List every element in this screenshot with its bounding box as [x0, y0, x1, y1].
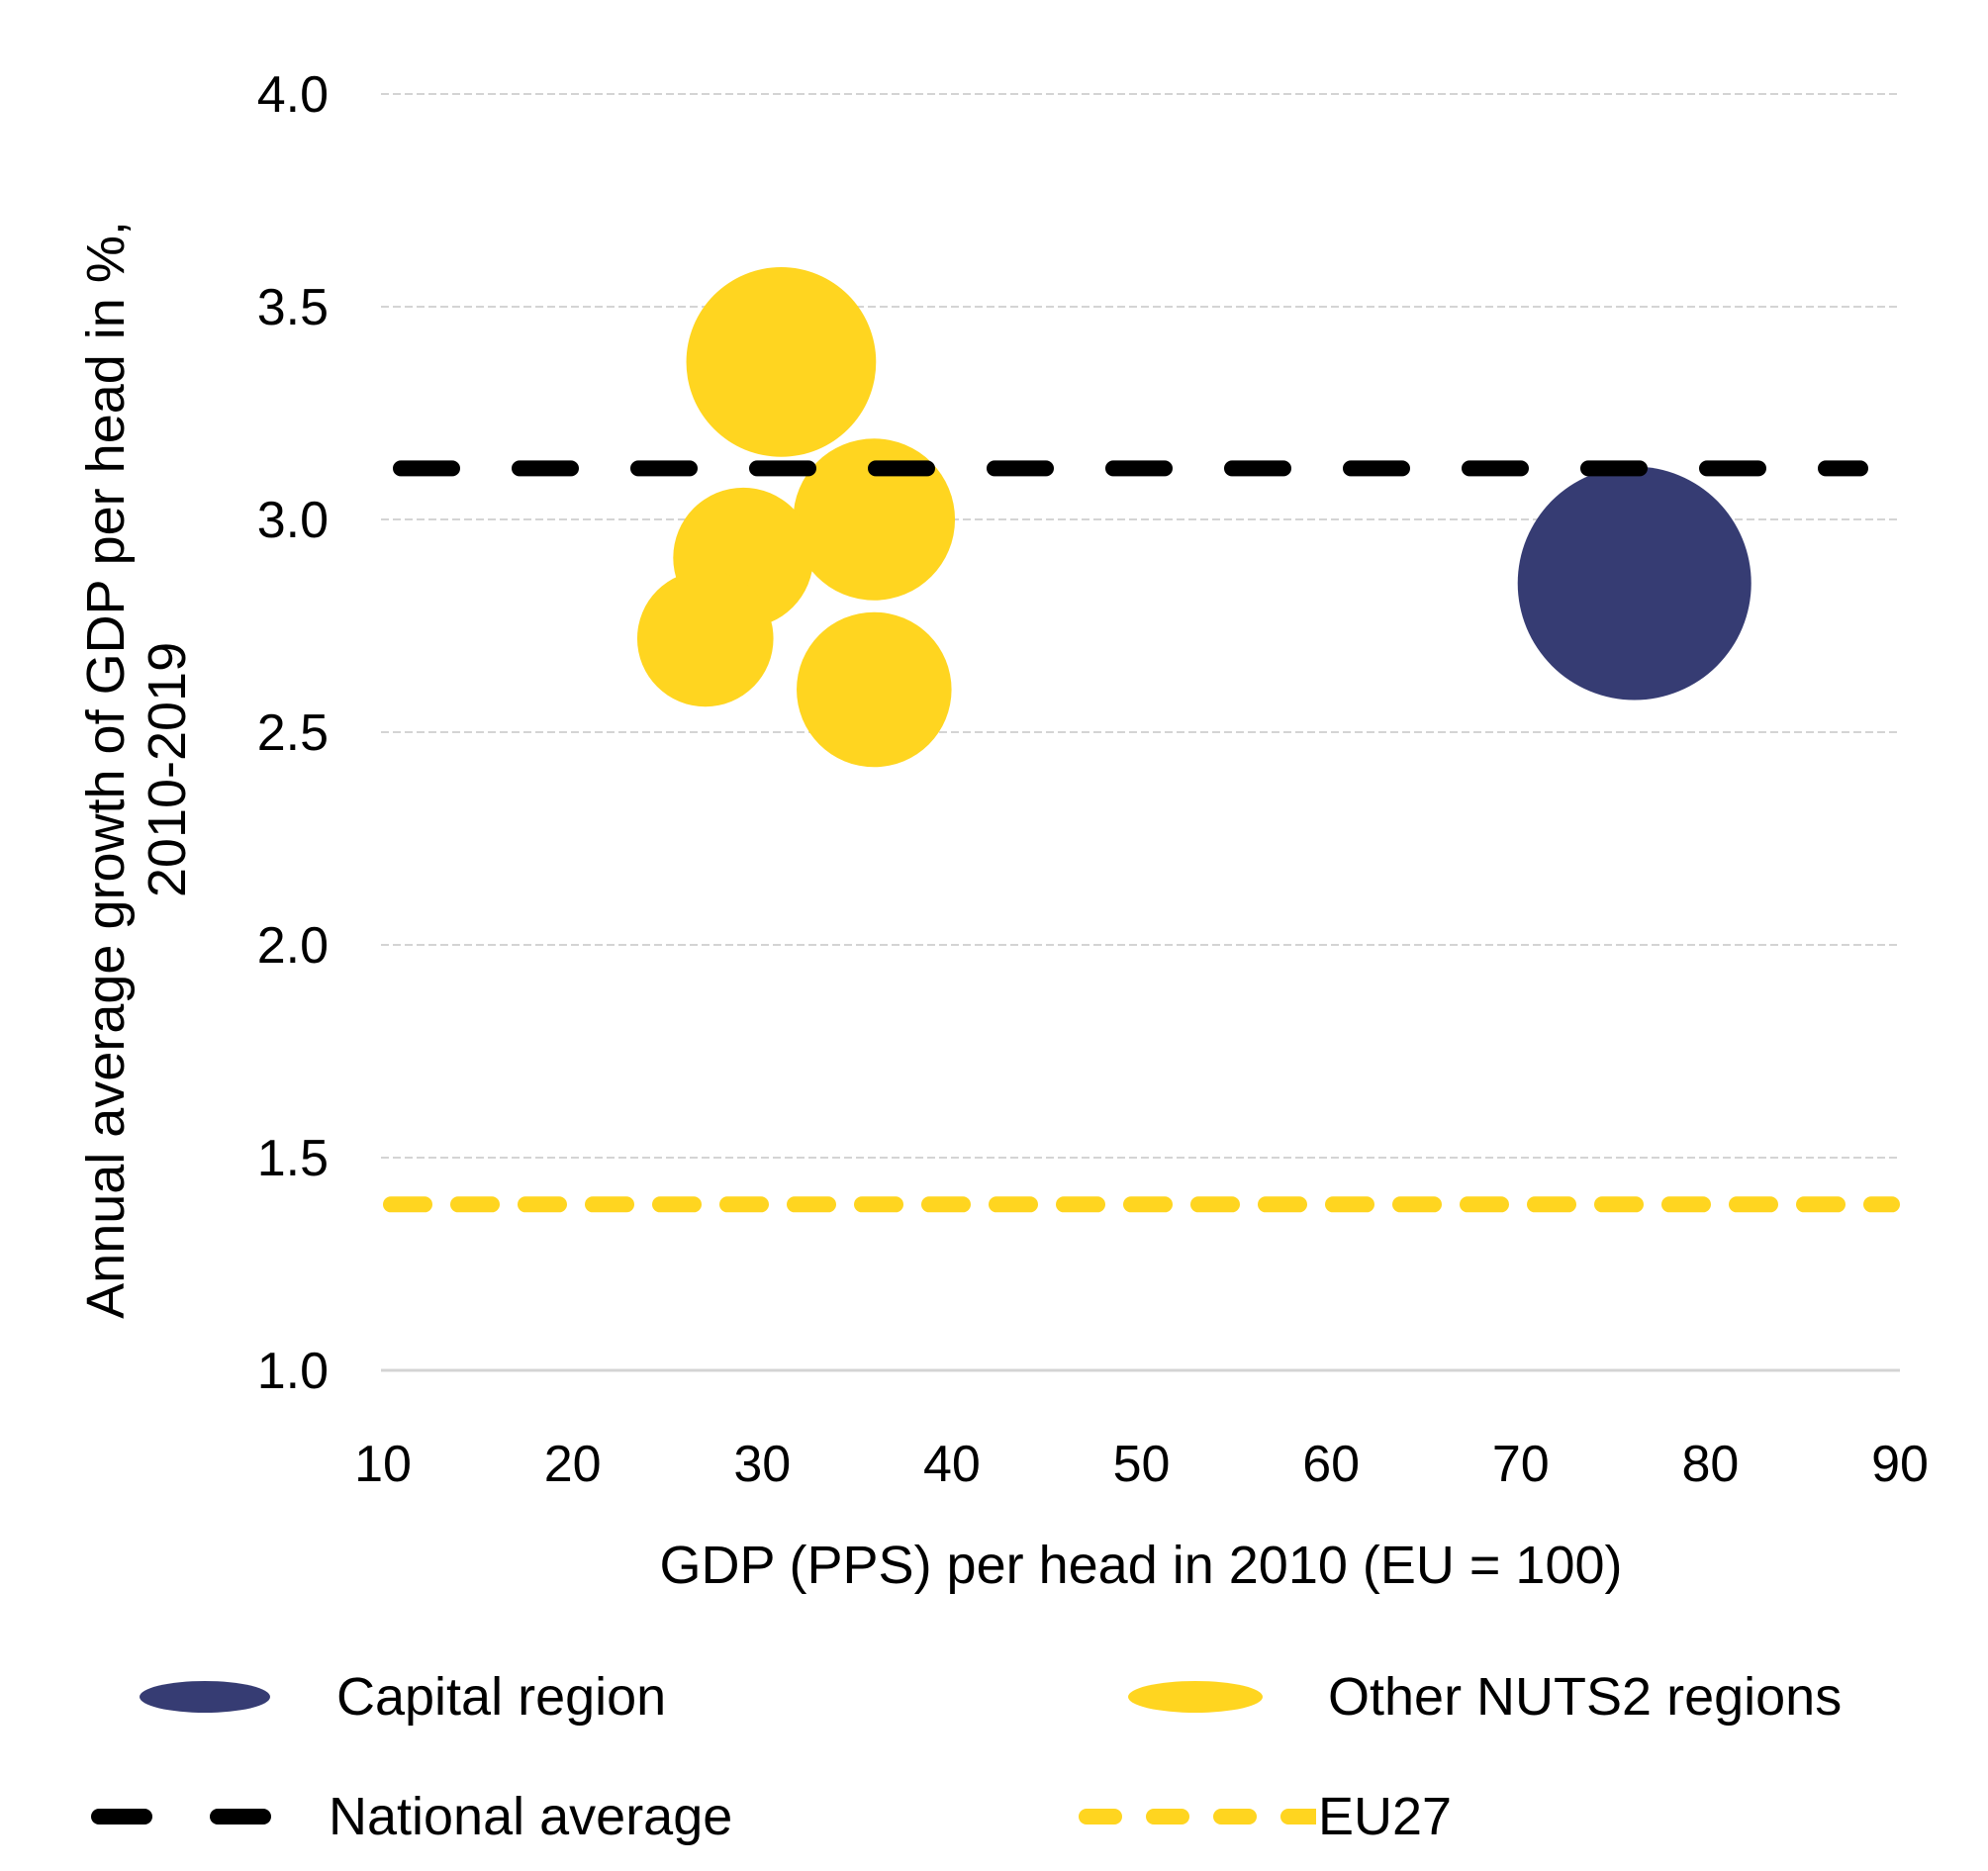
y-tick-label: 1.0	[257, 1343, 329, 1400]
legend-item-capital-region[interactable]: Capital region	[139, 1666, 666, 1728]
y-axis-tick-labels: 1.0 1.5 2.0 2.5 3.0 3.5 4.0	[257, 66, 329, 1400]
bubble-other-nuts2-regions	[636, 570, 774, 707]
reference-lines	[383, 460, 1900, 1213]
x-tick-label: 20	[544, 1436, 602, 1493]
legend-label: Capital region	[336, 1667, 667, 1727]
bubble-other-nuts2-regions	[797, 611, 952, 768]
y-axis-title-line-2: 2010-2019	[138, 642, 197, 897]
x-tick-label: 90	[1871, 1436, 1929, 1493]
y-tick-label: 3.0	[257, 492, 329, 549]
bubble-capital-region	[1517, 466, 1751, 701]
x-tick-label: 80	[1681, 1436, 1739, 1493]
national-average-dash-icon	[91, 1809, 287, 1824]
y-tick-label: 1.5	[257, 1130, 329, 1187]
x-tick-label: 30	[733, 1436, 791, 1493]
x-tick-label: 40	[923, 1436, 981, 1493]
legend-item-national-average[interactable]: National average	[91, 1786, 732, 1847]
legend-item-eu27[interactable]: EU27	[1079, 1786, 1452, 1847]
y-tick-label: 2.5	[257, 704, 329, 762]
legend-label: Other NUTS2 regions	[1328, 1667, 1843, 1727]
y-tick-label: 3.5	[257, 279, 329, 336]
x-tick-label: 50	[1113, 1436, 1171, 1493]
x-tick-label: 10	[354, 1436, 412, 1493]
y-tick-label: 2.0	[257, 917, 329, 975]
legend-label: EU27	[1318, 1787, 1453, 1846]
x-tick-label: 70	[1492, 1436, 1550, 1493]
bubble-other-nuts2-regions	[793, 438, 956, 601]
legend-label: National average	[329, 1787, 733, 1846]
y-tick-label: 4.0	[257, 66, 329, 124]
x-tick-label: 60	[1302, 1436, 1360, 1493]
legend-item-other-nuts2-regions[interactable]: Other NUTS2 regions	[1128, 1666, 1842, 1728]
other-regions-swatch-icon	[1128, 1681, 1263, 1713]
gridlines	[381, 93, 1900, 1372]
y-axis-title-line-1: Annual average growth of GDP per head in…	[76, 221, 136, 1319]
bubble-other-nuts2-regions	[686, 267, 877, 457]
x-axis-tick-labels: 10 20 30 40 50 60 70 80 90	[354, 1436, 1929, 1493]
x-axis-title: GDP (PPS) per head in 2010 (EU = 100)	[659, 1536, 1622, 1595]
y-axis-title: Annual average growth of GDP per head in…	[76, 221, 197, 1319]
eu27-dash-icon	[1079, 1809, 1316, 1824]
bubbles	[636, 267, 1751, 768]
capital-region-swatch-icon	[140, 1681, 270, 1713]
